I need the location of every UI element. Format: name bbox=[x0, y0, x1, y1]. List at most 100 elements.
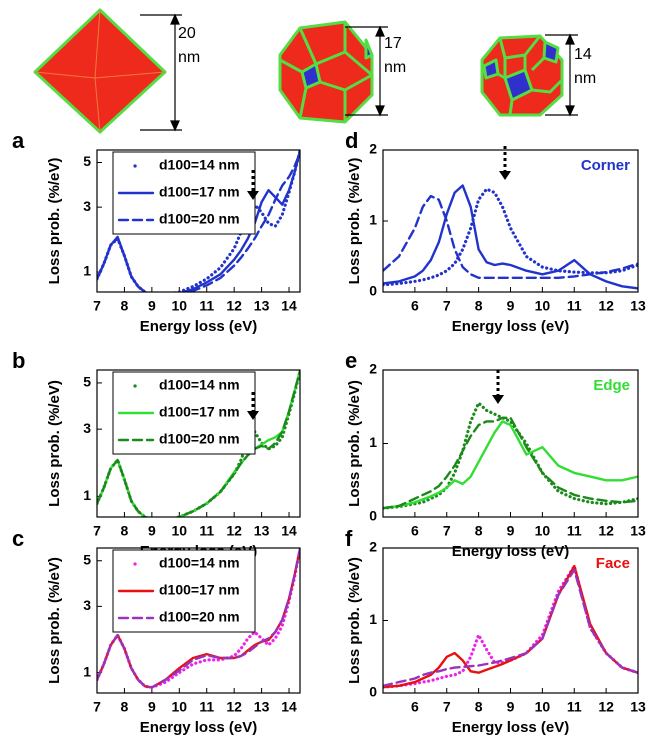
x-tick-label: 7 bbox=[93, 699, 101, 715]
y-tick-label: 3 bbox=[83, 420, 91, 436]
x-tick-label: 12 bbox=[598, 298, 614, 314]
y-tick-label: 5 bbox=[83, 551, 91, 567]
x-tick-label: 12 bbox=[226, 699, 242, 715]
legend-label: d100=20 nm bbox=[159, 211, 240, 227]
legend-label: d100=17 nm bbox=[159, 404, 240, 420]
legend-label: d100=17 nm bbox=[159, 184, 240, 200]
panel-label: d bbox=[345, 128, 358, 153]
plot-frame bbox=[96, 547, 301, 694]
x-tick-label: 10 bbox=[535, 523, 551, 539]
x-axis-label: Energy loss (eV) bbox=[140, 719, 258, 736]
x-tick-label: 13 bbox=[630, 298, 646, 314]
x-tick-label: 12 bbox=[598, 523, 614, 539]
arrow-head bbox=[499, 171, 511, 180]
scale-bar bbox=[545, 33, 578, 117]
series-line bbox=[383, 194, 638, 279]
x-tick-label: 9 bbox=[148, 298, 156, 314]
y-axis-label: Loss prob. (%/eV) bbox=[346, 158, 363, 285]
panel-label: f bbox=[345, 526, 353, 551]
truncated-octahedron bbox=[278, 20, 374, 124]
y-axis-label: Loss prob. (%/eV) bbox=[46, 557, 63, 684]
y-axis-label: Loss prob. (%/eV) bbox=[346, 557, 363, 684]
legend-label: d100=14 nm bbox=[159, 157, 240, 173]
arrow-head bbox=[247, 191, 259, 200]
legend-label: d100=17 nm bbox=[159, 582, 240, 598]
size-label: 17 bbox=[384, 35, 402, 52]
plot-frame bbox=[382, 369, 639, 518]
arrow-head bbox=[492, 395, 504, 404]
y-tick-label: 5 bbox=[83, 153, 91, 169]
x-axis-label: Energy loss (eV) bbox=[140, 318, 258, 335]
x-tick-label: 11 bbox=[567, 699, 582, 715]
x-tick-label: 8 bbox=[475, 298, 483, 314]
series-line bbox=[97, 151, 300, 292]
x-tick-label: 13 bbox=[254, 699, 270, 715]
x-tick-label: 11 bbox=[199, 699, 214, 715]
panel-label: e bbox=[345, 348, 357, 373]
legend-label: d100=14 nm bbox=[159, 377, 240, 393]
y-tick-label: 0 bbox=[369, 684, 377, 700]
y-axis-label: Loss prob. (%/eV) bbox=[346, 380, 363, 507]
annotation: Corner bbox=[581, 157, 630, 174]
x-tick-label: 9 bbox=[507, 699, 515, 715]
plot-frame bbox=[96, 149, 301, 293]
size-label: 14 bbox=[574, 46, 592, 63]
y-axis-label: Loss prob. (%/eV) bbox=[46, 158, 63, 285]
x-tick-label: 9 bbox=[148, 699, 156, 715]
x-tick-label: 8 bbox=[475, 523, 483, 539]
x-tick-label: 8 bbox=[121, 298, 129, 314]
arrow-head bbox=[247, 411, 259, 420]
y-tick-label: 0 bbox=[369, 283, 377, 299]
plot-frame bbox=[382, 149, 639, 293]
y-tick-label: 1 bbox=[83, 263, 91, 279]
series-line bbox=[383, 564, 638, 689]
plot-frame bbox=[382, 547, 639, 694]
series-line bbox=[97, 370, 300, 517]
x-tick-label: 11 bbox=[199, 298, 214, 314]
y-tick-label: 1 bbox=[83, 487, 91, 503]
series-line bbox=[383, 184, 638, 290]
y-tick-label: 2 bbox=[369, 141, 377, 157]
size-unit: nm bbox=[574, 70, 596, 87]
x-tick-label: 10 bbox=[172, 298, 188, 314]
y-tick-label: 1 bbox=[83, 663, 91, 679]
series-line bbox=[383, 420, 638, 510]
x-tick-label: 7 bbox=[443, 523, 451, 539]
size-unit: nm bbox=[178, 49, 200, 66]
size-label: 20 bbox=[178, 25, 196, 42]
y-tick-label: 2 bbox=[369, 539, 377, 555]
x-tick-label: 10 bbox=[172, 699, 188, 715]
x-axis-label: Energy loss (eV) bbox=[452, 318, 570, 335]
x-tick-label: 13 bbox=[254, 298, 270, 314]
x-tick-label: 11 bbox=[199, 523, 214, 539]
annotation: Edge bbox=[593, 377, 630, 394]
x-tick-label: 12 bbox=[598, 699, 614, 715]
x-tick-label: 14 bbox=[281, 523, 297, 539]
x-tick-label: 6 bbox=[411, 298, 419, 314]
x-tick-label: 10 bbox=[172, 523, 188, 539]
series-line bbox=[97, 548, 300, 689]
y-tick-label: 1 bbox=[369, 212, 377, 228]
panel-label: b bbox=[12, 348, 25, 373]
y-axis-label: Loss prob. (%/eV) bbox=[46, 380, 63, 507]
octahedron bbox=[33, 8, 167, 134]
x-tick-label: 11 bbox=[567, 523, 582, 539]
legend-label: d100=20 nm bbox=[159, 609, 240, 625]
legend-label: d100=20 nm bbox=[159, 431, 240, 447]
series-line bbox=[383, 401, 638, 510]
x-tick-label: 13 bbox=[630, 523, 646, 539]
x-tick-label: 10 bbox=[535, 699, 551, 715]
x-tick-label: 10 bbox=[535, 298, 551, 314]
panel-label: a bbox=[12, 128, 25, 153]
x-tick-label: 8 bbox=[121, 699, 129, 715]
series-line bbox=[383, 564, 638, 689]
y-tick-label: 3 bbox=[83, 597, 91, 613]
series-line bbox=[383, 416, 638, 510]
x-tick-label: 8 bbox=[475, 699, 483, 715]
x-tick-label: 9 bbox=[507, 298, 515, 314]
x-tick-label: 6 bbox=[411, 699, 419, 715]
x-tick-label: 12 bbox=[226, 523, 242, 539]
y-tick-label: 3 bbox=[83, 198, 91, 214]
size-unit: nm bbox=[384, 59, 406, 76]
